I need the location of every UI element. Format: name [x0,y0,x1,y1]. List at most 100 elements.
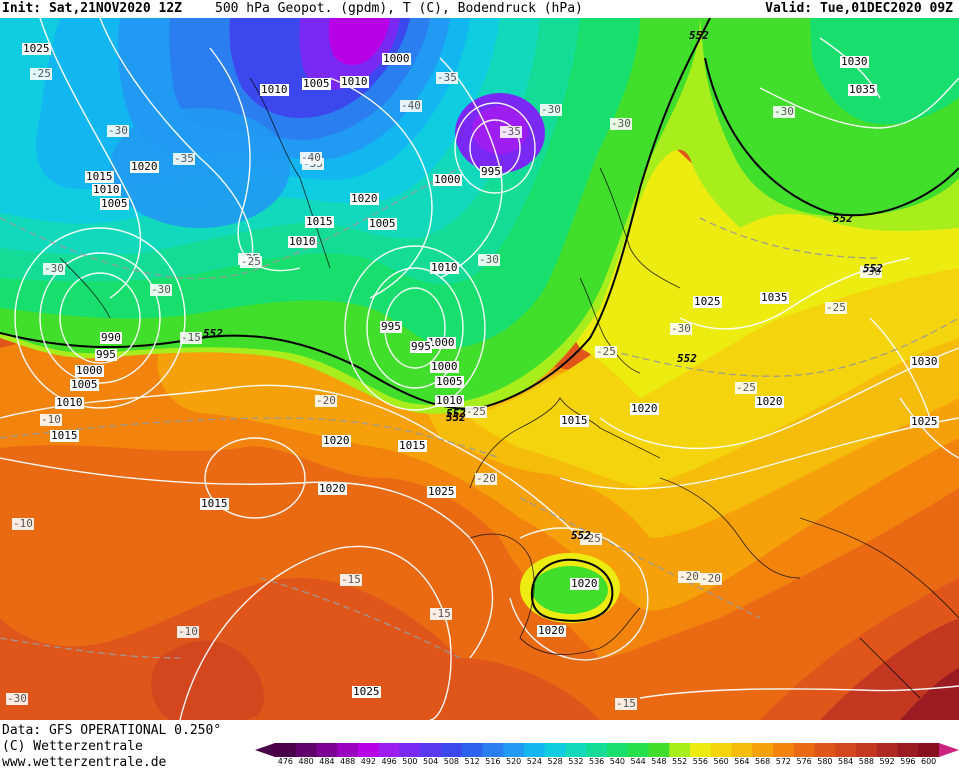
pressure-label: 1020 [130,160,159,173]
copyright-text: (C) Wetterzentrale [2,739,143,754]
temperature-label: -25 [580,532,602,545]
temperature-label: -25 [240,255,262,268]
scale-swatch [399,743,421,757]
scale-swatch [773,743,795,757]
scale-swatch [544,743,566,757]
field-552 [556,118,959,398]
scale-tick-label: 516 [485,757,501,766]
scale-swatch [752,743,774,757]
temperature-label: -10 [12,517,34,530]
scale-end-low [255,743,275,757]
scale-swatch [316,743,338,757]
pressure-label: 995 [480,165,502,178]
pressure-label: 1020 [318,482,347,495]
pressure-label: 1015 [50,429,79,442]
pressure-label: 1020 [350,192,379,205]
pressure-label: 995 [380,320,402,333]
contour-552-iberia [530,558,614,622]
scale-tick-label: 480 [298,757,314,766]
pressure-label: 1000 [430,360,459,373]
pressure-label: 1025 [910,415,939,428]
geopotential-label: 552 [863,262,883,275]
temperature-label: -35 [500,125,522,138]
pressure-label: 1015 [85,170,114,183]
geopotential-label: 552 [446,411,466,424]
pressure-label: 1010 [288,235,317,248]
pressure-label: 1010 [340,75,369,88]
scale-tick-label: 528 [547,757,563,766]
scale-tick-label: 504 [422,757,439,766]
pressure-label: 1015 [560,414,589,427]
temperature-label: -30 [540,103,562,116]
scale-tick-label: 548 [651,757,667,766]
scale-swatch [586,743,608,757]
temperature-label: -30 [150,283,172,296]
scale-tick-label: 536 [588,757,605,766]
scale-swatch [710,743,732,757]
isobars [0,18,959,720]
scale-swatch [731,743,753,757]
pressure-label: 1025 [693,295,722,308]
pressure-label: 1015 [305,215,334,228]
pressure-label: 1005 [302,77,331,90]
temperature-label: -40 [300,151,322,164]
pressure-label: 1005 [435,375,464,388]
scale-swatch [275,743,297,757]
geopotential-label: 552 [677,352,697,365]
scale-tick-label: 588 [858,757,875,766]
pressure-label: 995 [410,340,432,353]
color-scale-ticks: 476 480 484 488 492 496 500 504 508 512 516 520 524 5… [255,757,959,769]
pressure-label: 1010 [92,183,121,196]
pressure-label: 1015 [398,439,427,452]
pressure-label: 1000 [427,336,456,349]
scale-tick-label: 488 [339,757,356,766]
temperature-label: -30 [860,265,882,278]
temperature-label: -30 [773,105,795,118]
scale-tick-label: 492 [360,757,377,766]
pressure-label: 1030 [840,55,869,68]
scale-tick-label: 552 [671,757,688,766]
temperature-label: -20 [700,572,722,585]
field-496 [328,18,390,65]
pressure-label: 995 [95,348,117,361]
scale-tick-label: 476 [277,757,294,766]
scale-tick-label: 568 [754,757,771,766]
temperature-label: -20 [678,570,700,583]
temperature-label: -25 [825,301,847,314]
temperature-label: -35 [436,71,458,84]
scale-swatch [918,743,940,757]
scale-tick-label: 484 [319,757,335,766]
pressure-label: 1020 [570,577,599,590]
scale-tick-label: 560 [713,757,729,766]
pressure-label: 1035 [848,83,877,96]
scale-swatch [669,743,691,757]
scale-swatch [441,743,463,757]
temperature-label: -30 [107,124,129,137]
scale-swatch [378,743,400,757]
pressure-label: 1020 [755,395,784,408]
pressure-label: 1000 [382,52,411,65]
scale-tick-label: 564 [734,757,750,766]
temperature-label: -20 [475,472,497,485]
temperature-label: -25 [595,345,617,358]
color-scale-bar [255,743,959,757]
pressure-label: 1010 [260,83,289,96]
temperature-label: -25 [465,405,487,418]
scale-swatch [420,743,442,757]
scale-tick-label: 512 [464,757,480,766]
map-label-layer: 1025 1030 1035 1000 1010 1005 1010 1020 1015 1010… [0,18,959,720]
pressure-label: 1005 [100,197,129,210]
temperature-label: -10 [177,625,199,638]
field-ne-dome-inner [810,18,959,125]
geopotential-label: 552 [446,407,466,420]
scale-tick-label: 524 [526,757,543,766]
temperature-label: -25 [30,67,52,80]
pressure-label: 1035 [760,291,789,304]
pressure-label: 1010 [430,261,459,274]
footer-bar: Data: GFS OPERATIONAL 0.250° (C) Wetterz… [0,720,959,770]
coastlines [59,77,959,699]
temperature-label: -15 [430,607,452,620]
temperature-label: -40 [400,99,422,112]
field-se-hot2 [900,668,959,720]
field-se-hot [820,618,959,720]
